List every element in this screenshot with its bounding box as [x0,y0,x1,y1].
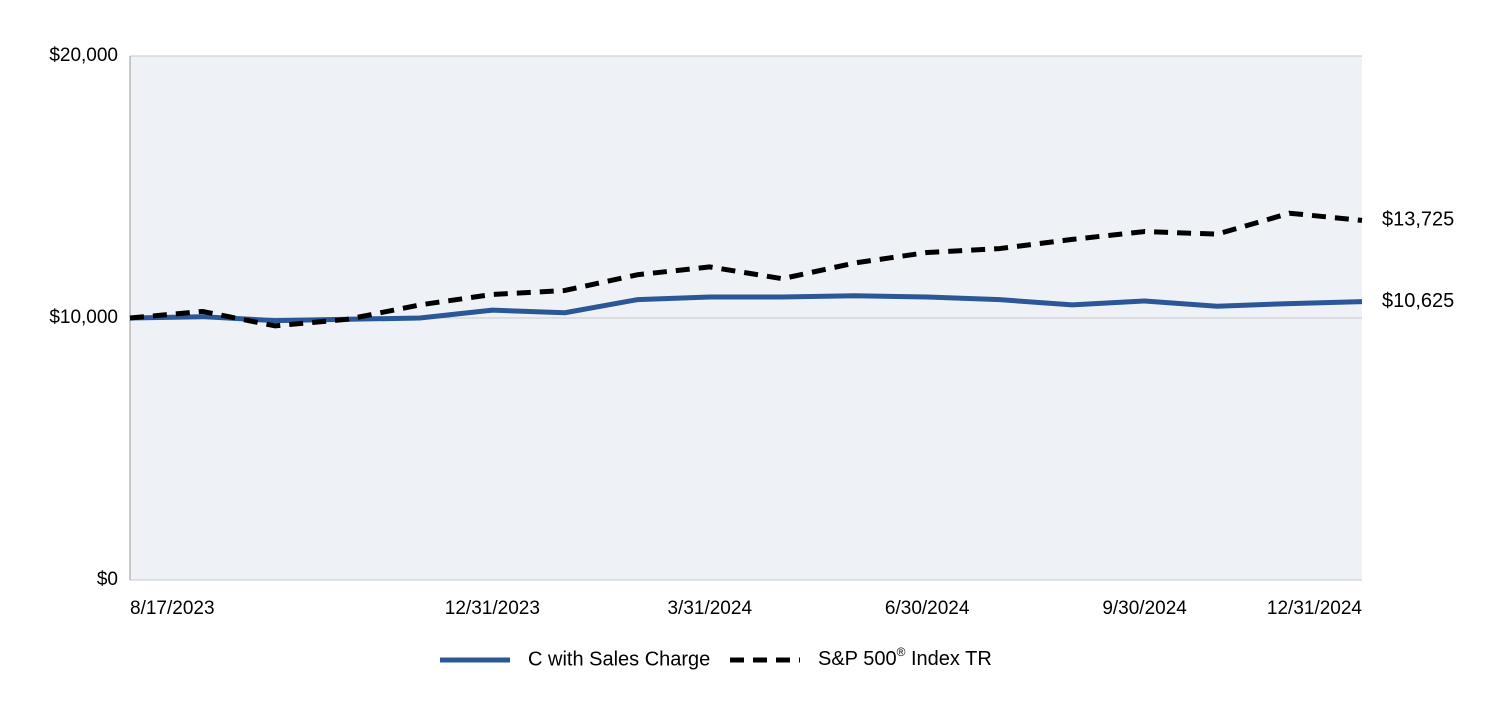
chart-svg: $0 $10,000 $20,000 8/17/2023 12/31/2023 3/31/… [0,0,1512,708]
x-tick-label: 3/31/2024 [667,598,752,619]
y-tick-label: $0 [97,569,118,590]
y-tick-label: $10,000 [49,307,118,328]
x-tick-label: 8/17/2023 [130,598,215,619]
x-tick-label: 12/31/2023 [445,598,540,619]
x-tick-label: 9/30/2024 [1102,598,1187,619]
x-tick-label: 12/31/2024 [1267,598,1363,619]
growth-chart: $0 $10,000 $20,000 8/17/2023 12/31/2023 3/31/… [0,0,1512,708]
x-tick-label: 6/30/2024 [885,598,970,619]
y-tick-label: $20,000 [49,45,118,66]
series-end-label: $10,625 [1382,290,1454,312]
legend-label: C with Sales Charge [528,648,710,670]
series-end-label: $13,725 [1382,209,1454,231]
legend-label: S&P 500® Index TR [818,645,992,670]
